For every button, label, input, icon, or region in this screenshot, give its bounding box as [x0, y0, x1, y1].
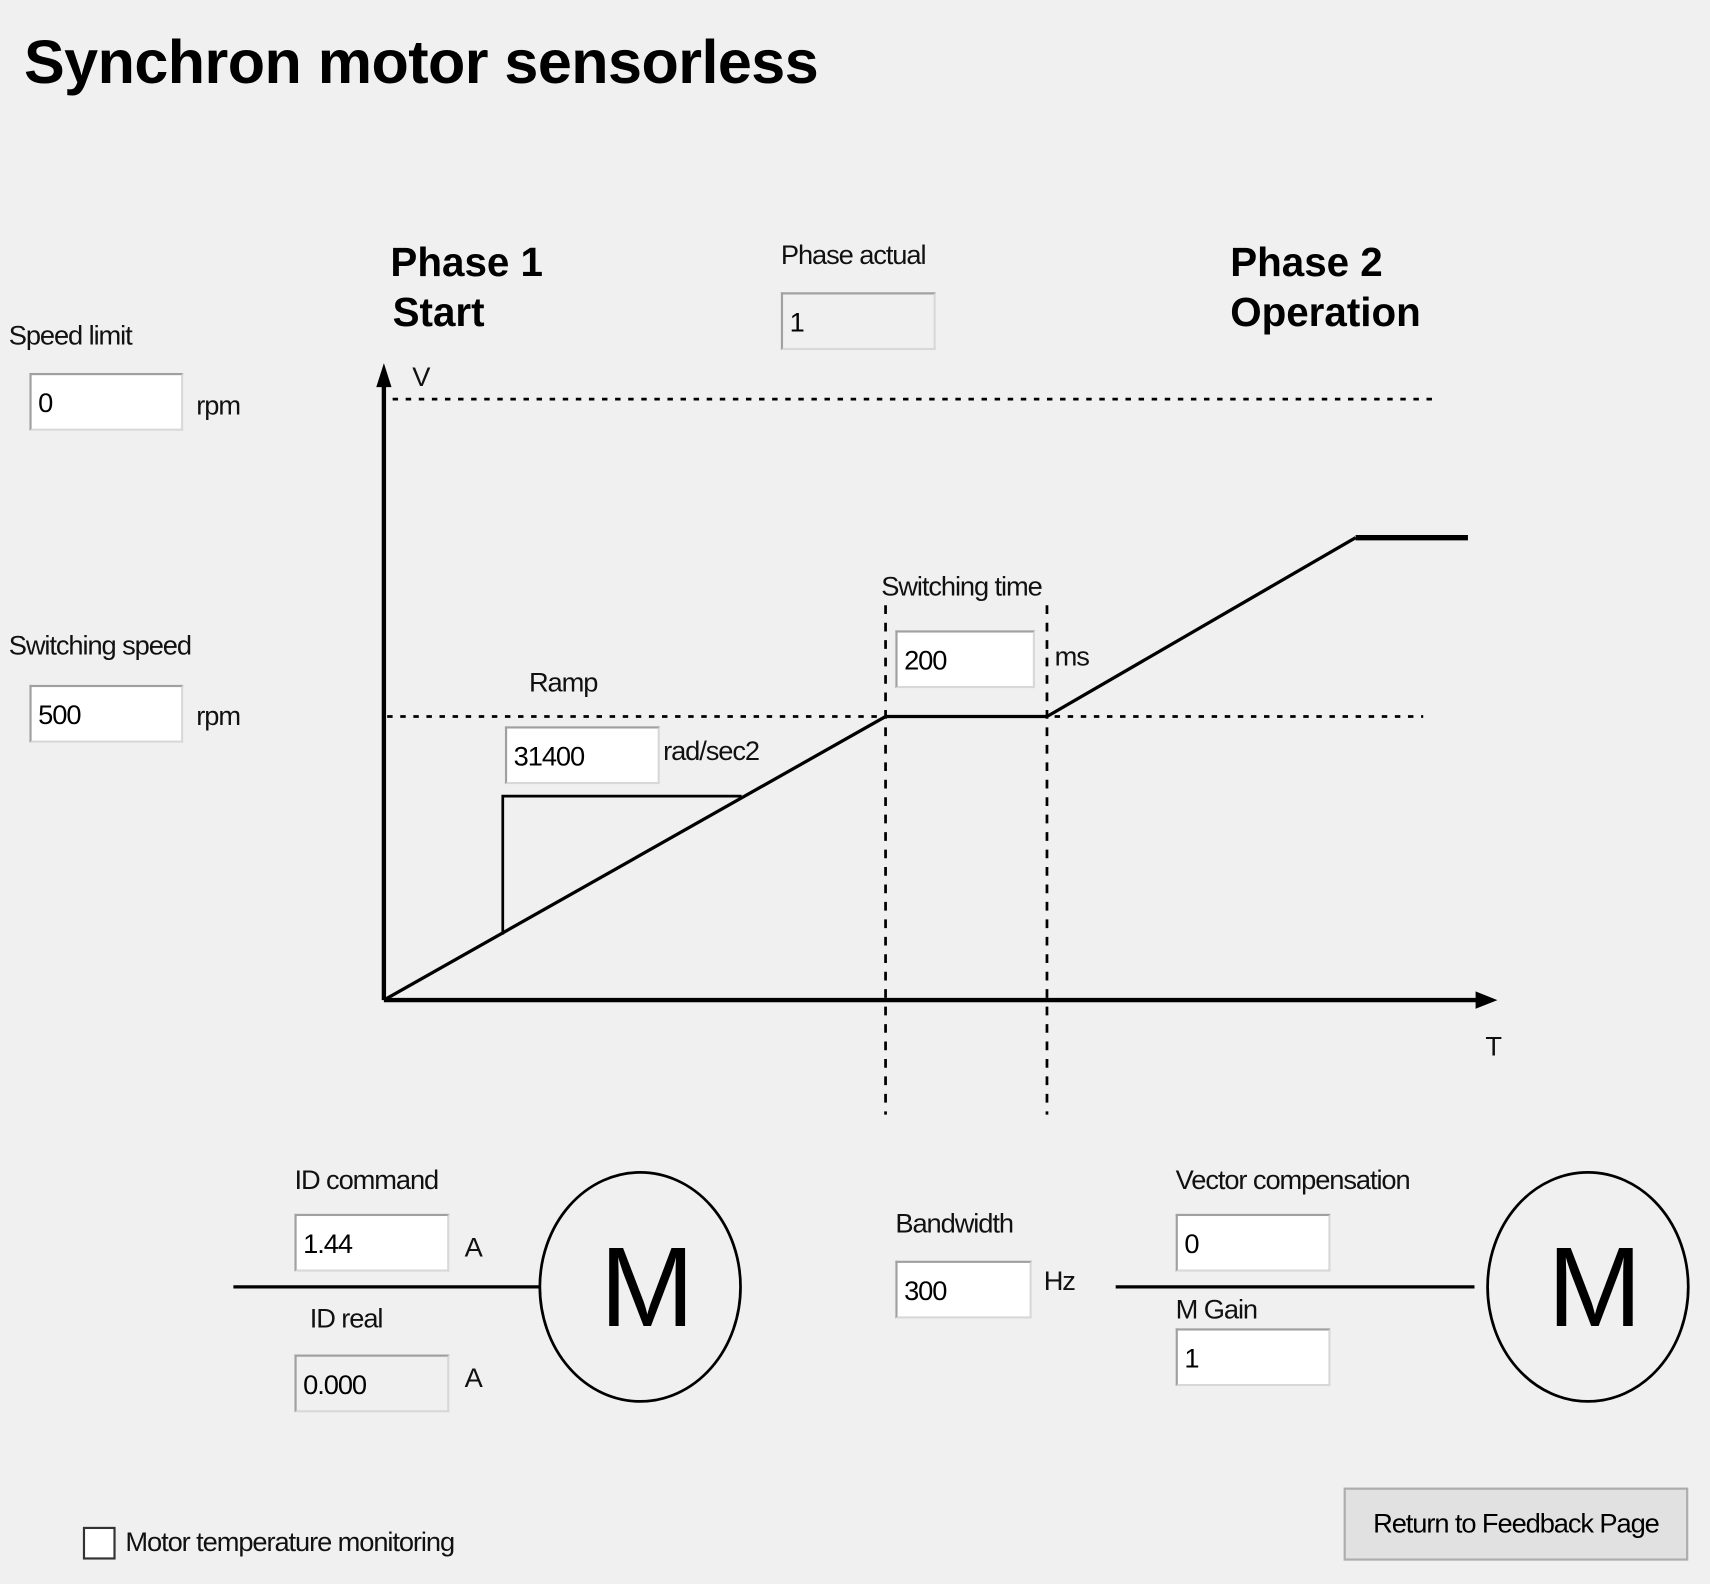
- speed-limit-field[interactable]: [29, 372, 184, 431]
- motor1-icon: [538, 1171, 742, 1403]
- phase1-line1: Phase 1: [390, 239, 543, 285]
- id-command-field[interactable]: [294, 1213, 450, 1272]
- m-gain-field[interactable]: [1175, 1328, 1331, 1387]
- speed-curve: [383, 536, 1357, 1002]
- switching-speed-label: Switching speed: [8, 630, 192, 661]
- speed-limit-unit: rpm: [196, 390, 241, 421]
- phase2-line1: Phase 2: [1230, 239, 1383, 285]
- switching-time-label: Switching time: [881, 571, 1043, 603]
- id-real-field: [294, 1354, 450, 1413]
- phase1-title: Phase 1 Start: [390, 238, 543, 338]
- switching-speed-field[interactable]: [29, 684, 184, 743]
- motor2-icon: [1486, 1171, 1690, 1403]
- ramp-label: Ramp: [528, 667, 598, 698]
- bandwidth-unit: Hz: [1043, 1266, 1076, 1297]
- y-axis-arrow-icon: [376, 363, 392, 388]
- id-real-label: ID real: [309, 1303, 384, 1334]
- ramp-slope-indicator: [501, 794, 742, 935]
- motor-temperature-checkbox[interactable]: [82, 1526, 116, 1560]
- x-axis-arrow-icon: [1475, 991, 1498, 1009]
- id-command-label: ID command: [294, 1164, 439, 1196]
- return-to-feedback-button[interactable]: Return to Feedback Page: [1343, 1487, 1689, 1561]
- phase2-title: Phase 2 Operation: [1230, 238, 1421, 338]
- motor1-letter: M: [599, 1224, 695, 1352]
- x-axis-label: T: [1485, 1031, 1502, 1063]
- switching-time-unit: ms: [1054, 641, 1090, 672]
- motor-temperature-label[interactable]: Motor temperature monitoring: [125, 1526, 455, 1558]
- phase-actual-field: [780, 292, 936, 351]
- motor2-letter: M: [1547, 1224, 1643, 1352]
- phase2-line2: Operation: [1230, 290, 1421, 335]
- phase1-line2: Start: [392, 290, 485, 335]
- ramp-unit: rad/sec2: [663, 736, 760, 767]
- bandwidth-label: Bandwidth: [895, 1208, 1014, 1239]
- ramp-field[interactable]: [504, 726, 660, 785]
- id-real-unit: A: [464, 1363, 483, 1394]
- switching-time-field[interactable]: [895, 630, 1035, 689]
- y-axis-label: V: [412, 362, 430, 393]
- vector-compensation-field[interactable]: [1175, 1213, 1331, 1272]
- vector-compensation-label: Vector compensation: [1175, 1164, 1411, 1196]
- id-command-unit: A: [464, 1232, 483, 1263]
- bandwidth-field[interactable]: [895, 1260, 1032, 1319]
- m-gain-label: M Gain: [1175, 1294, 1258, 1326]
- phase-actual-label: Phase actual: [780, 239, 927, 271]
- switching-speed-unit: rpm: [196, 701, 241, 732]
- page-title: Synchron motor sensorless: [23, 27, 819, 96]
- speed-limit-label: Speed limit: [8, 320, 133, 352]
